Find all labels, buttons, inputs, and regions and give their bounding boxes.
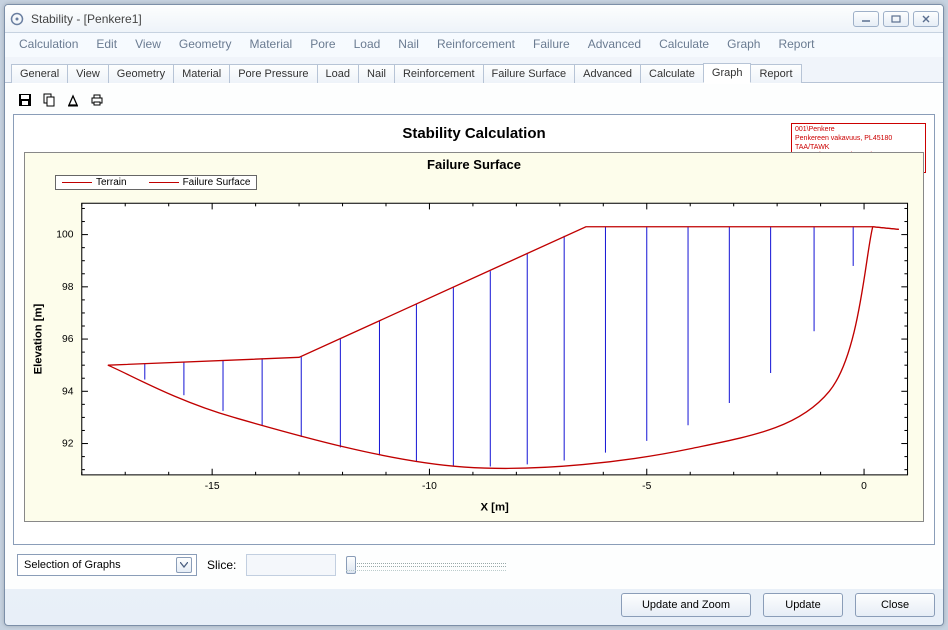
menu-pore[interactable]: Pore [302,35,343,53]
close-dialog-button[interactable]: Close [855,593,935,617]
minimize-button[interactable] [853,11,879,27]
slice-input[interactable] [246,554,336,576]
menu-load[interactable]: Load [346,35,389,53]
menubar: CalculationEditViewGeometryMaterialPoreL… [5,33,943,57]
dialog-buttons: Update and Zoom Update Close [5,589,943,625]
menu-view[interactable]: View [127,35,169,53]
graph-panel: Stability Calculation 001\PenkerePenkere… [13,114,935,545]
menu-edit[interactable]: Edit [88,35,125,53]
tab-general[interactable]: General [11,64,68,83]
svg-text:-15: -15 [205,481,220,492]
menu-calculation[interactable]: Calculation [11,35,86,53]
svg-text:94: 94 [62,386,74,397]
window-controls [853,11,939,27]
svg-text:92: 92 [62,439,74,450]
svg-text:96: 96 [62,334,74,345]
tab-report[interactable]: Report [750,64,801,83]
app-window: Stability - [Penkere1] CalculationEditVi… [4,4,944,626]
menu-calculate[interactable]: Calculate [651,35,717,53]
app-icon [9,11,25,27]
svg-text:-10: -10 [422,481,437,492]
close-button[interactable] [913,11,939,27]
menu-graph[interactable]: Graph [719,35,768,53]
menu-material[interactable]: Material [242,35,301,53]
chevron-down-icon [176,557,192,573]
graph-select[interactable]: Selection of Graphs [17,554,197,576]
tab-reinforcement[interactable]: Reinforcement [394,64,484,83]
update-zoom-button[interactable]: Update and Zoom [621,593,751,617]
chart-legend: Terrain Failure Surface [55,175,257,190]
maximize-button[interactable] [883,11,909,27]
svg-text:98: 98 [62,282,74,293]
svg-text:X [m]: X [m] [480,502,509,514]
svg-text:-5: -5 [642,481,651,492]
graph-bottombar: Selection of Graphs Slice: [13,545,935,581]
tab-view[interactable]: View [67,64,109,83]
svg-text:100: 100 [56,230,73,241]
export-icon[interactable] [65,92,81,108]
tab-load[interactable]: Load [317,64,359,83]
titlebar: Stability - [Penkere1] [5,5,943,33]
graph-toolbar [13,88,935,114]
slider-thumb[interactable] [346,556,356,574]
tab-pore-pressure[interactable]: Pore Pressure [229,64,317,83]
update-button[interactable]: Update [763,593,843,617]
menu-failure[interactable]: Failure [525,35,578,53]
tab-content: Stability Calculation 001\PenkerePenkere… [5,83,943,589]
menu-geometry[interactable]: Geometry [171,35,240,53]
svg-text:Elevation [m]: Elevation [m] [32,303,44,374]
tab-nail[interactable]: Nail [358,64,395,83]
legend-failure: Failure Surface [149,177,251,188]
tab-advanced[interactable]: Advanced [574,64,641,83]
graph-select-label: Selection of Graphs [24,559,121,571]
copy-icon[interactable] [41,92,57,108]
menu-report[interactable]: Report [770,35,822,53]
tab-material[interactable]: Material [173,64,230,83]
menu-reinforcement[interactable]: Reinforcement [429,35,523,53]
menu-nail[interactable]: Nail [390,35,427,53]
menu-advanced[interactable]: Advanced [580,35,649,53]
legend-terrain: Terrain [62,177,127,188]
slice-slider[interactable] [346,553,516,577]
tab-failure-surface[interactable]: Failure Surface [483,64,576,83]
tabstrip: GeneralViewGeometryMaterialPore Pressure… [5,57,943,83]
slice-label: Slice: [207,558,236,572]
print-icon[interactable] [89,92,105,108]
svg-text:0: 0 [861,481,867,492]
chart-subtitle: Failure Surface [25,153,923,172]
window-title: Stability - [Penkere1] [31,12,853,26]
save-icon[interactable] [17,92,33,108]
tab-geometry[interactable]: Geometry [108,64,174,83]
tab-calculate[interactable]: Calculate [640,64,704,83]
chart-plot: -15 -10 -5 0 92 94 96 98 100 X [m] Elevation [m] [25,193,923,521]
tab-graph[interactable]: Graph [703,63,752,83]
chart-frame: Failure Surface Terrain Failure Surface … [24,152,924,522]
